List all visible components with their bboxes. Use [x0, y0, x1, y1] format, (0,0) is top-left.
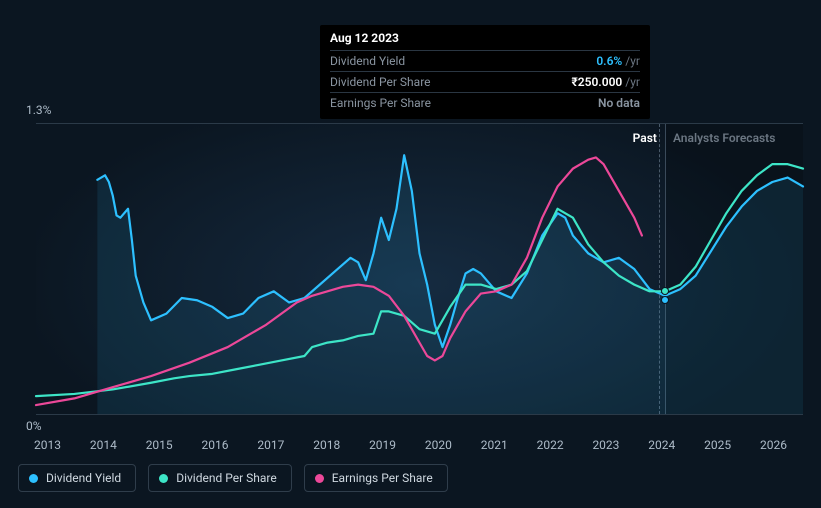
- x-axis-tick: 2015: [146, 438, 173, 458]
- x-axis-tick: 2016: [202, 438, 229, 458]
- x-axis-tick: 2013: [34, 438, 61, 458]
- hover-tooltip: Aug 12 2023 Dividend Yield0.6%/yrDividen…: [320, 25, 650, 119]
- x-axis-tick: 2014: [90, 438, 117, 458]
- tooltip-metric-label: Dividend Per Share: [330, 75, 431, 89]
- x-axis-tick: 2021: [481, 438, 508, 458]
- y-axis-min: 0%: [26, 419, 42, 433]
- x-axis-tick: 2017: [257, 438, 284, 458]
- legend-item[interactable]: Earnings Per Share: [304, 464, 448, 492]
- legend-label: Earnings Per Share: [332, 471, 433, 485]
- legend-dot: [159, 474, 168, 483]
- legend-item[interactable]: Dividend Per Share: [148, 464, 292, 492]
- x-axis-tick: 2025: [704, 438, 731, 458]
- x-axis-tick: 2024: [648, 438, 675, 458]
- x-axis: 2013 2014 2015 2016 2017 2018 2019 2020 2021 2022…: [18, 438, 803, 458]
- x-axis-tick: 2023: [592, 438, 619, 458]
- x-axis-tick: 2020: [425, 438, 452, 458]
- tooltip-metric-value: ₹250.000/yr: [571, 75, 640, 89]
- x-axis-tick: 2019: [369, 438, 396, 458]
- current-value-dot: [661, 296, 669, 304]
- x-axis-tick: 2026: [760, 438, 787, 458]
- y-axis-max: 1.3%: [26, 103, 51, 117]
- tooltip-row: Earnings Per Share No data: [330, 92, 640, 113]
- legend-label: Dividend Yield: [46, 471, 121, 485]
- tooltip-metric-value: 0.6%/yr: [596, 54, 640, 68]
- tooltip-date: Aug 12 2023: [330, 31, 640, 50]
- legend: Dividend Yield Dividend Per Share Earnings…: [18, 464, 448, 492]
- legend-dot: [29, 474, 38, 483]
- tooltip-metric-label: Dividend Yield: [330, 54, 405, 68]
- tooltip-metric-label: Earnings Per Share: [330, 96, 431, 110]
- tooltip-row: Dividend Per Share ₹250.000/yr: [330, 71, 640, 92]
- tooltip-row: Dividend Yield 0.6%/yr: [330, 50, 640, 71]
- chart-svg: [36, 124, 803, 414]
- plot-area[interactable]: Past Analysts Forecasts: [36, 123, 803, 415]
- legend-label: Dividend Per Share: [176, 471, 277, 485]
- legend-dot: [315, 474, 324, 483]
- legend-item[interactable]: Dividend Yield: [18, 464, 136, 492]
- chart-container: 1.3% Past Analysts Forecasts 0%: [18, 105, 803, 433]
- current-value-dot: [661, 287, 669, 295]
- x-axis-tick: 2018: [313, 438, 340, 458]
- tooltip-metric-value: No data: [598, 96, 640, 110]
- x-axis-tick: 2022: [537, 438, 564, 458]
